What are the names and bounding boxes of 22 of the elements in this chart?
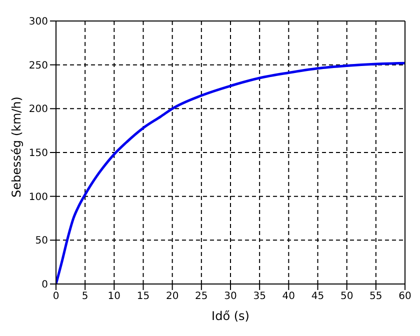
y-tick-label: 100 — [28, 192, 48, 203]
x-tick-label: 20 — [166, 291, 179, 302]
x-tick-label: 55 — [370, 291, 382, 302]
x-tick-label: 50 — [340, 291, 354, 302]
y-axis-title: Sebesség (km/h) — [9, 96, 24, 198]
x-tick-label: 0 — [52, 291, 60, 302]
x-tick-label: 35 — [253, 291, 266, 302]
y-tick-label: 300 — [28, 16, 48, 28]
x-tick-label: 60 — [398, 291, 412, 302]
y-tick-label: 0 — [42, 280, 48, 291]
x-tick-label: 45 — [311, 291, 324, 302]
y-tick-label: 200 — [28, 104, 48, 116]
x-tick-label: 15 — [136, 291, 150, 302]
y-tick-label: 150 — [28, 148, 48, 160]
x-axis-title: Idő (s) — [212, 309, 250, 323]
x-tick-label: 40 — [282, 291, 296, 302]
x-tick-label: 10 — [108, 291, 121, 302]
y-tick-label: 250 — [28, 60, 48, 72]
x-tick-label: 5 — [82, 291, 88, 302]
x-tick-label: 30 — [224, 291, 237, 302]
y-tick-label: 50 — [35, 236, 48, 247]
x-tick-label: 25 — [195, 291, 208, 302]
